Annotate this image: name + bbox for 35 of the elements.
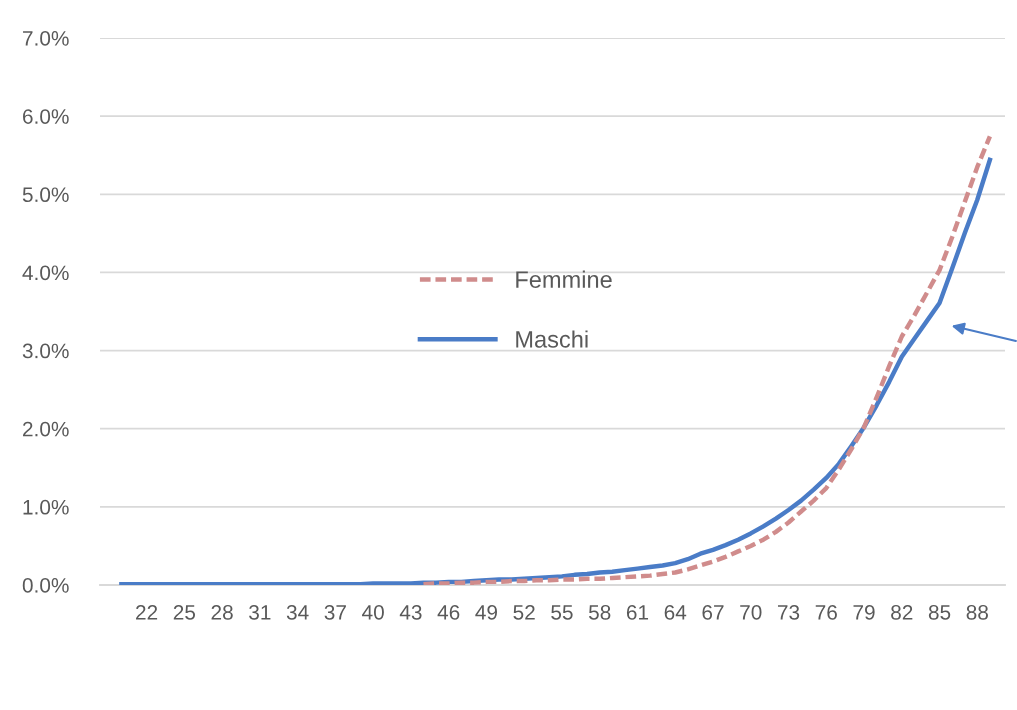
y-tick-label: 3.0%	[22, 343, 69, 359]
x-tick-label: 85	[928, 604, 951, 620]
x-tick-label: 52	[513, 604, 535, 620]
x-tick-label: 82	[891, 604, 913, 620]
y-tick-label: 0.0%	[22, 578, 69, 593]
x-tick-label: 31	[249, 604, 271, 620]
x-tick-label: 55	[551, 605, 573, 620]
x-tick-label: 28	[211, 604, 233, 620]
line-series	[119, 157, 993, 585]
x-tick-label: 79	[853, 604, 875, 620]
y-tick-label: 6.0%	[23, 109, 69, 124]
legend-label: Femmine	[516, 270, 612, 288]
x-tick-label: 25	[173, 604, 196, 620]
y-tick-label: 7.0%	[23, 31, 69, 46]
x-tick-label: 70	[740, 604, 762, 620]
x-tick-label: 37	[324, 604, 346, 620]
y-tick-label: 4.0%	[22, 265, 69, 281]
x-tick-label: 43	[399, 604, 422, 620]
legend-label: Maschi	[516, 330, 588, 348]
y-tick-label: 2.0%	[23, 421, 69, 437]
x-tick-label: 67	[702, 604, 724, 620]
x-tick-label: 76	[815, 604, 837, 620]
x-tick-label: 40	[362, 604, 384, 620]
x-tick-label: 73	[777, 604, 800, 620]
x-tick-label: 64	[664, 604, 687, 620]
line-series	[421, 134, 993, 585]
x-tick-label: 46	[437, 604, 460, 620]
x-tick-label: 58	[588, 604, 611, 620]
x-tick-label: 49	[475, 604, 498, 620]
y-tick-label: 5.0%	[22, 187, 69, 203]
x-tick-label: 61	[626, 604, 649, 620]
x-tick-label: 22	[136, 604, 158, 620]
y-tick-label: 1.0%	[23, 499, 69, 515]
x-tick-label: 88	[966, 604, 988, 620]
x-tick-label: 34	[286, 604, 309, 620]
